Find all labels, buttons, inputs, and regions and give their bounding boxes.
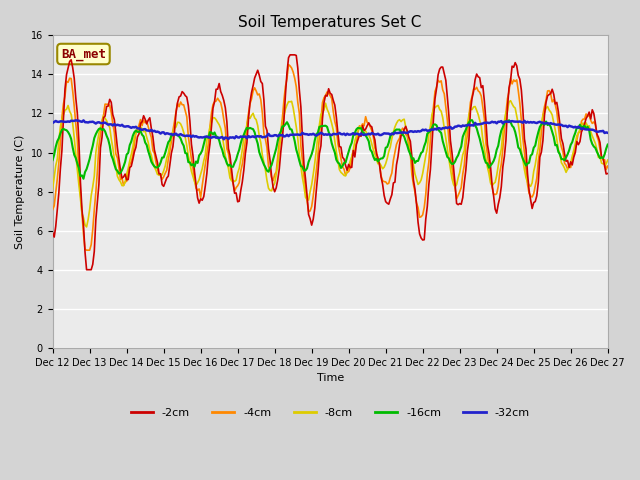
Text: BA_met: BA_met [61, 48, 106, 60]
Legend: -2cm, -4cm, -8cm, -16cm, -32cm: -2cm, -4cm, -8cm, -16cm, -32cm [126, 403, 534, 422]
X-axis label: Time: Time [317, 373, 344, 383]
Title: Soil Temperatures Set C: Soil Temperatures Set C [239, 15, 422, 30]
Y-axis label: Soil Temperature (C): Soil Temperature (C) [15, 134, 25, 249]
